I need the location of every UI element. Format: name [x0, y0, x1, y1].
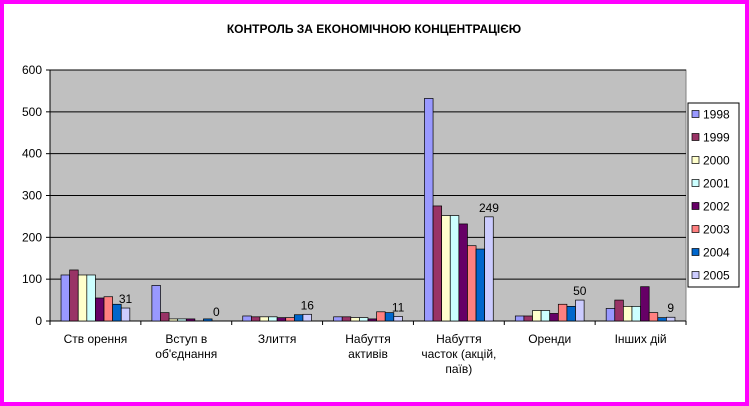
data-label: 249	[479, 201, 499, 215]
bar-1999-cat-5	[523, 315, 533, 322]
bar-2000-cat-4	[441, 215, 451, 322]
data-label: 31	[119, 292, 133, 306]
y-tick-label: 100	[22, 272, 42, 286]
bar-2004-cat-6	[657, 317, 667, 322]
y-tick-label: 0	[35, 314, 42, 328]
data-label: 11	[392, 300, 405, 314]
x-tick-label: Оренди	[528, 332, 571, 346]
bar-1999-cat-3	[341, 316, 352, 322]
legend-swatch	[691, 110, 700, 118]
legend-swatch	[691, 225, 700, 233]
x-tick-label: Набуття часток (акцій, паїв)	[421, 332, 496, 376]
bar-2002-cat-1	[185, 318, 196, 322]
bar-2002-cat-2	[276, 317, 287, 322]
bar-1999-cat-0	[69, 269, 79, 322]
data-label: 0	[213, 305, 220, 319]
bar-2003-cat-0	[103, 296, 113, 322]
legend-entry: 2002	[703, 200, 730, 214]
bar-2000-cat-0	[77, 274, 88, 322]
data-label: 50	[573, 284, 587, 298]
legend-entry: 1999	[703, 131, 730, 145]
bar-1998-cat-4	[424, 98, 434, 322]
bar-1999-cat-6	[614, 299, 624, 322]
y-tick-label: 300	[22, 189, 42, 203]
bar-2003-cat-4	[467, 245, 477, 322]
legend: 1998 1999 2000 2001 2002 2003 2004 2005	[687, 102, 740, 288]
legend-entry: 2004	[703, 246, 730, 260]
data-label: 16	[301, 298, 315, 312]
bar-2000-cat-2	[259, 316, 269, 322]
x-tick-label: Набуття активів	[345, 332, 390, 361]
bar-1998-cat-6	[605, 308, 616, 322]
bar-2003-cat-2	[285, 317, 295, 322]
x-tick-label: Інших дій	[615, 332, 667, 346]
bar-2005-cat-2	[302, 313, 312, 322]
legend-entry: 1998	[703, 108, 730, 122]
legend-entry: 2005	[703, 269, 730, 283]
data-label: 9	[667, 301, 674, 315]
bar-2002-cat-5	[549, 313, 559, 322]
bar-2002-cat-0	[95, 297, 105, 322]
x-tick-label: Ств орення	[64, 332, 128, 346]
bar-2001-cat-1	[177, 318, 187, 322]
legend-swatch	[691, 271, 700, 279]
bar-2001-cat-0	[86, 274, 96, 322]
x-tick-label: Злиття	[258, 332, 296, 346]
bar-2000-cat-3	[350, 317, 360, 322]
legend-entry: 2003	[703, 223, 730, 237]
legend-entry: 2000	[703, 154, 730, 168]
bar-1999-cat-2	[250, 316, 261, 322]
bar-2005-cat-3	[393, 316, 403, 322]
bar-2003-cat-6	[648, 312, 659, 322]
chart-title: КОНТРОЛЬ ЗА ЕКОНОМІЧНОЮ КОНЦЕНТРАЦІЄЮ	[227, 22, 521, 36]
bar-1998-cat-2	[242, 315, 252, 322]
bar-2000-cat-5	[532, 310, 542, 322]
bar-1998-cat-5	[514, 315, 525, 322]
bar-2000-cat-6	[623, 306, 633, 322]
y-tick-label: 500	[22, 105, 42, 119]
legend-swatch	[691, 202, 700, 210]
bar-2004-cat-2	[293, 314, 304, 322]
legend-swatch	[691, 179, 700, 187]
bar-1998-cat-3	[333, 316, 343, 322]
bar-2000-cat-1	[168, 318, 179, 322]
bar-2001-cat-2	[268, 316, 278, 322]
bar-2004-cat-0	[112, 303, 122, 322]
bar-2005-cat-6	[666, 316, 676, 322]
bar-2001-cat-6	[631, 306, 641, 322]
y-tick-label: 600	[22, 63, 42, 77]
bar-2001-cat-5	[540, 310, 551, 322]
x-tick-label: Вступ в об'єднання	[155, 332, 217, 361]
legend-swatch	[691, 248, 700, 256]
bar-2004-cat-4	[475, 248, 486, 322]
bar-1998-cat-0	[60, 274, 70, 322]
bar-2003-cat-3	[376, 311, 386, 322]
bar-1998-cat-1	[151, 285, 161, 322]
bar-2005-cat-0	[120, 307, 131, 322]
bar-1999-cat-4	[432, 205, 443, 322]
bar-2001-cat-4	[449, 215, 460, 322]
y-tick-label: 200	[22, 230, 42, 244]
legend-swatch	[691, 133, 700, 141]
bar-2005-cat-5	[575, 299, 585, 322]
bar-2002-cat-6	[640, 286, 650, 322]
bar-2005-cat-4	[484, 216, 494, 322]
bar-2003-cat-5	[557, 303, 568, 322]
bar-2002-cat-3	[367, 318, 377, 322]
bar-2004-cat-5	[566, 306, 576, 322]
bar-2004-cat-1	[203, 318, 213, 322]
bar-2001-cat-3	[359, 317, 369, 322]
legend-entry: 2001	[703, 177, 730, 191]
legend-swatch	[691, 156, 700, 164]
bar-2002-cat-4	[458, 223, 468, 322]
bar-1999-cat-1	[160, 312, 170, 322]
y-tick-label: 400	[22, 147, 42, 161]
